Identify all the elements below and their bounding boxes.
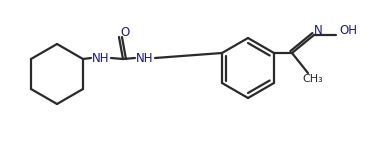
Text: CH₃: CH₃ xyxy=(303,74,323,84)
Text: NH: NH xyxy=(136,51,154,64)
Text: O: O xyxy=(120,26,130,39)
Text: N: N xyxy=(314,24,322,38)
Text: OH: OH xyxy=(339,24,357,38)
Text: NH: NH xyxy=(92,51,110,64)
